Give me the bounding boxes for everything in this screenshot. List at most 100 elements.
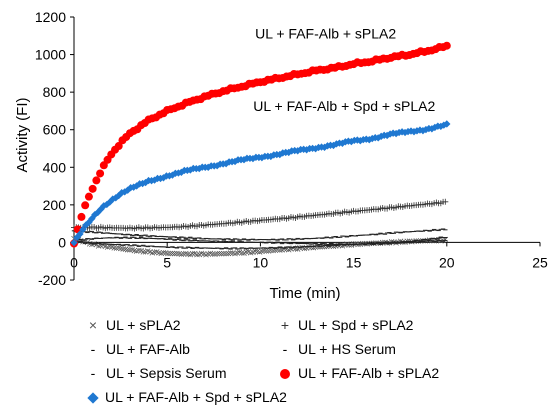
x-tick-label: 10	[253, 254, 269, 270]
data-point	[207, 250, 214, 257]
data-point	[107, 243, 113, 250]
legend-item-ul-hs-serum: - UL + HS Serum	[276, 340, 396, 358]
data-point	[254, 248, 261, 255]
diamond-marker-icon	[87, 392, 99, 404]
y-tick-label: 600	[43, 122, 67, 138]
data-point	[442, 198, 449, 205]
legend-item-ul-spla2: × UL + sPLA2	[84, 316, 181, 334]
data-point	[230, 250, 236, 256]
series-4	[71, 236, 448, 246]
data-point	[70, 238, 78, 247]
data-point	[180, 251, 187, 257]
data-point	[114, 142, 123, 151]
data-point	[136, 247, 142, 254]
data-point	[171, 250, 178, 257]
data-point	[306, 244, 312, 250]
annotation-layer: UL + FAF-Alb + sPLA2 UL + FAF-Alb + Spd +…	[253, 26, 435, 114]
series-1	[71, 198, 449, 232]
legend-item-ul-faf-alb-spla2: UL + FAF-Alb + sPLA2	[276, 364, 439, 382]
data-point	[277, 247, 283, 253]
plus-marker-icon: +	[280, 317, 290, 333]
series-layer	[70, 41, 451, 258]
data-point	[165, 250, 171, 257]
data-point	[111, 245, 118, 251]
dash-marker-icon: -	[90, 341, 96, 357]
data-point	[79, 225, 87, 234]
x-marker-icon: ×	[88, 317, 98, 333]
data-point	[221, 250, 227, 257]
data-point	[247, 249, 254, 256]
data-point	[283, 246, 290, 253]
data-point	[76, 230, 84, 238]
data-point	[268, 247, 274, 254]
data-point	[113, 245, 120, 251]
legend-label: UL + HS Serum	[298, 341, 396, 357]
data-point	[223, 250, 229, 257]
legend-item-ul-faf-alb: - UL + FAF-Alb	[84, 340, 190, 358]
data-point	[176, 251, 182, 257]
data-point	[261, 248, 267, 254]
legend-label: UL + sPLA2	[106, 317, 181, 333]
data-point	[162, 250, 169, 256]
data-point	[174, 250, 180, 257]
data-point	[124, 247, 131, 253]
data-point	[131, 247, 138, 254]
data-point	[84, 192, 93, 201]
data-point	[214, 250, 220, 257]
data-point	[167, 250, 173, 257]
x-axis-label: Time (min)	[269, 285, 340, 302]
dash-marker-icon: -	[282, 341, 288, 357]
y-axis-label: Activity (FI)	[14, 98, 31, 173]
legend-label: UL + FAF-Alb	[106, 341, 190, 357]
data-point	[140, 249, 147, 255]
data-point	[308, 244, 314, 251]
data-point	[212, 251, 218, 257]
data-point	[160, 250, 167, 256]
y-tick-label: 1200	[35, 9, 66, 25]
data-point	[151, 249, 158, 256]
data-point	[127, 247, 133, 253]
data-point	[92, 176, 101, 185]
data-point	[96, 169, 105, 178]
x-tick-label: 0	[70, 254, 78, 270]
y-tick-label: 0	[58, 234, 66, 250]
data-point	[149, 250, 156, 256]
data-point	[120, 246, 126, 252]
data-point	[259, 248, 265, 255]
data-point	[205, 251, 211, 257]
dash-marker-icon: -	[90, 365, 96, 381]
data-point	[265, 248, 272, 254]
y-tick-label: 800	[43, 84, 67, 100]
data-point	[77, 212, 86, 221]
data-point	[104, 244, 111, 250]
data-point	[252, 248, 258, 254]
data-point	[209, 251, 216, 257]
data-point	[346, 242, 352, 248]
data-point	[81, 201, 90, 210]
data-point	[118, 245, 124, 252]
annotation-label: UL + FAF-Alb + Spd + sPLA2	[253, 98, 435, 114]
data-point	[243, 249, 249, 255]
legend-label: UL + FAF-Alb + sPLA2	[298, 365, 440, 381]
data-point	[158, 250, 164, 257]
legend-item-ul-faf-alb-spd-spla2: UL + FAF-Alb + Spd + sPLA2	[84, 388, 287, 406]
annotation-label: UL + FAF-Alb + sPLA2	[255, 26, 396, 42]
data-point	[194, 251, 200, 258]
series-5	[70, 41, 451, 248]
data-point	[169, 250, 176, 257]
data-point	[227, 250, 234, 256]
legend: × UL + sPLA2 + UL + Spd + sPLA2 - UL + FAF-…	[0, 312, 550, 414]
data-point	[189, 250, 196, 257]
x-tick-label: 25	[532, 254, 548, 270]
y-tick-label: 400	[43, 159, 67, 175]
circle-marker-icon	[280, 369, 290, 379]
series-6	[70, 120, 451, 247]
data-point	[442, 41, 451, 50]
data-point	[88, 184, 97, 193]
data-point	[198, 250, 205, 257]
legend-item-ul-spd-spla2: + UL + Spd + sPLA2	[276, 316, 414, 334]
data-point	[178, 251, 185, 258]
data-point	[216, 250, 223, 257]
data-point	[315, 244, 321, 250]
